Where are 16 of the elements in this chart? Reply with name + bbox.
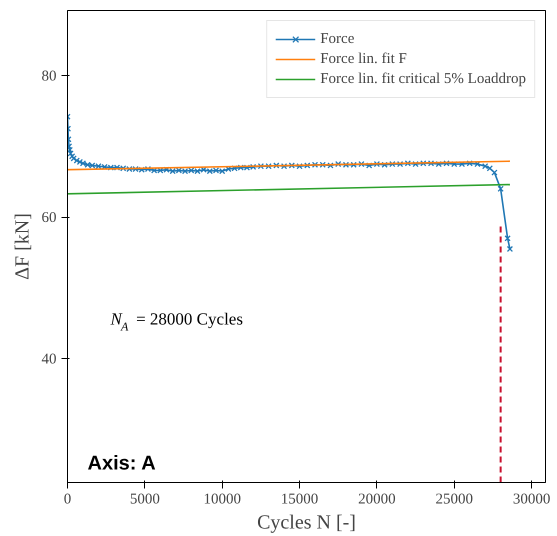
x-tick-label: 5000 [130,492,160,508]
x-axis-title: Cycles N [-] [257,512,356,534]
x-tick-label: 25000 [435,492,473,508]
y-tick-label: 80 [42,68,56,85]
x-tick-label: 0 [64,492,72,508]
x-tick-label: 15000 [280,492,318,508]
legend-label: Force lin. fit F [320,50,407,68]
x-tick-label: 30000 [512,492,550,508]
x-tick-label: 20000 [358,492,396,508]
y-tick-label: 60 [42,210,56,226]
x-tick-label: 10000 [203,492,241,508]
y-tick-label: 40 [42,352,56,368]
legend-label: Force lin. fit critical 5% Loaddrop [320,70,526,88]
annotation: Axis: A [88,452,156,474]
legend-label: Force [320,30,354,48]
y-axis-title: ΔF [kN] [12,213,34,280]
